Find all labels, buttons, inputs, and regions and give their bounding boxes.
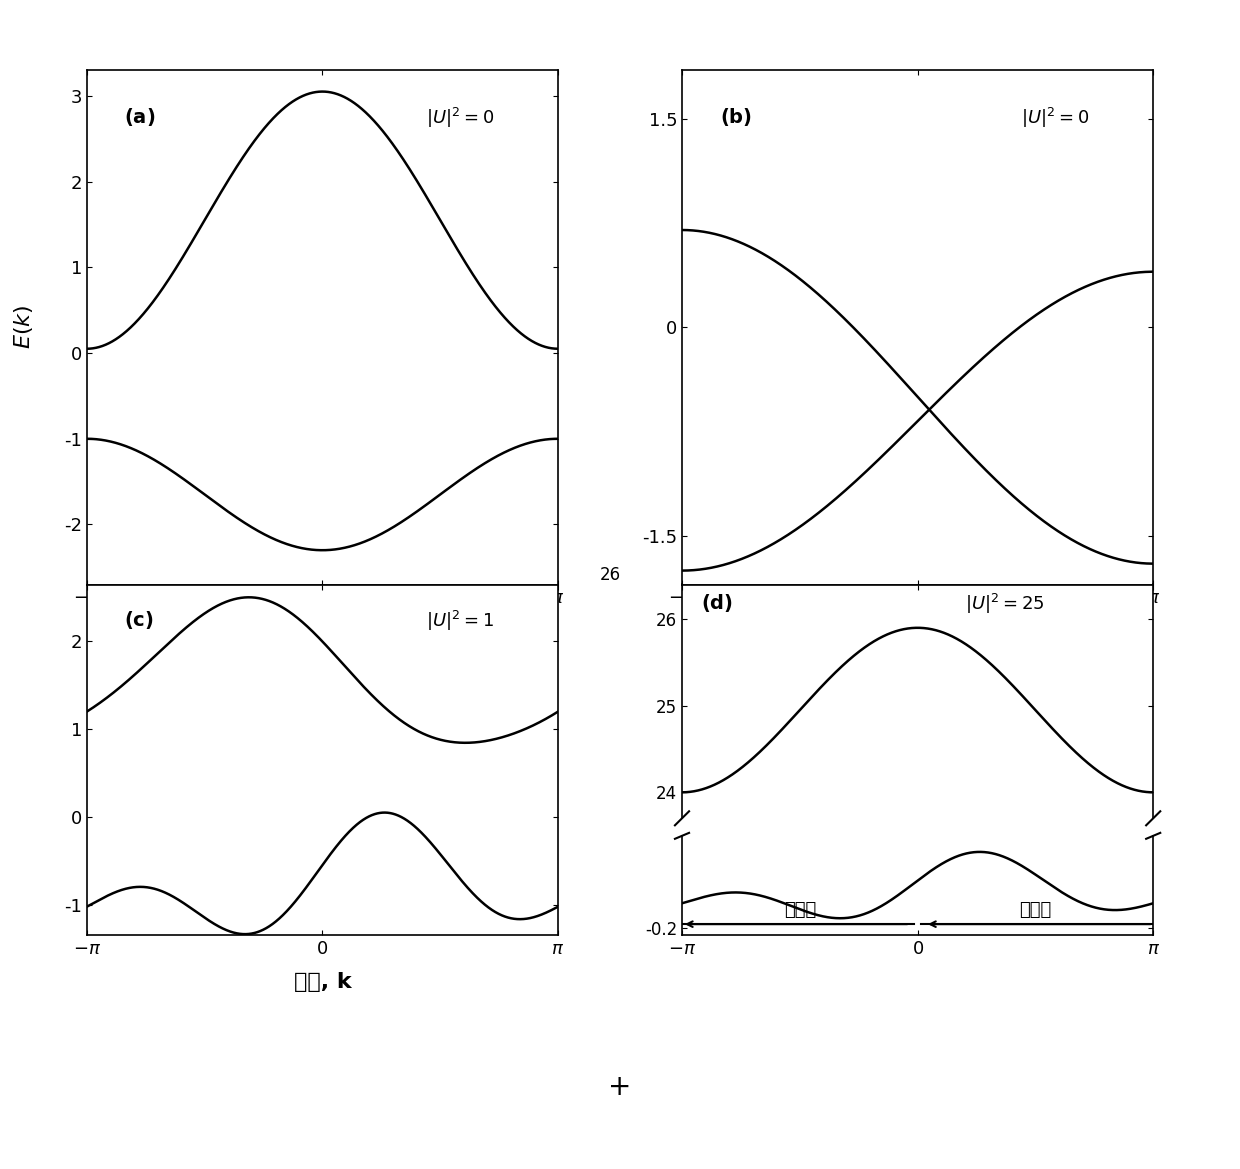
Text: $|U|^2=0$: $|U|^2=0$: [427, 106, 495, 130]
Text: 后向波: 后向波: [784, 900, 816, 919]
Text: +: +: [609, 1073, 631, 1101]
Text: $|U|^2=1$: $|U|^2=1$: [427, 609, 494, 634]
Text: $|U|^2=25$: $|U|^2=25$: [965, 592, 1044, 616]
Text: $\mathbf{(c)}$: $\mathbf{(c)}$: [124, 609, 154, 631]
Text: 前向波: 前向波: [1019, 900, 1052, 919]
Text: $\mathbf{(d)}$: $\mathbf{(d)}$: [701, 592, 733, 614]
Text: 波数, k: 波数, k: [294, 971, 351, 991]
Text: $\mathbf{(b)}$: $\mathbf{(b)}$: [719, 106, 751, 129]
Text: $\mathbf{(a)}$: $\mathbf{(a)}$: [124, 106, 156, 129]
Text: 26: 26: [600, 566, 621, 583]
Text: $E(k)$: $E(k)$: [12, 305, 36, 350]
Text: $|U|^2=0$: $|U|^2=0$: [1022, 106, 1090, 130]
